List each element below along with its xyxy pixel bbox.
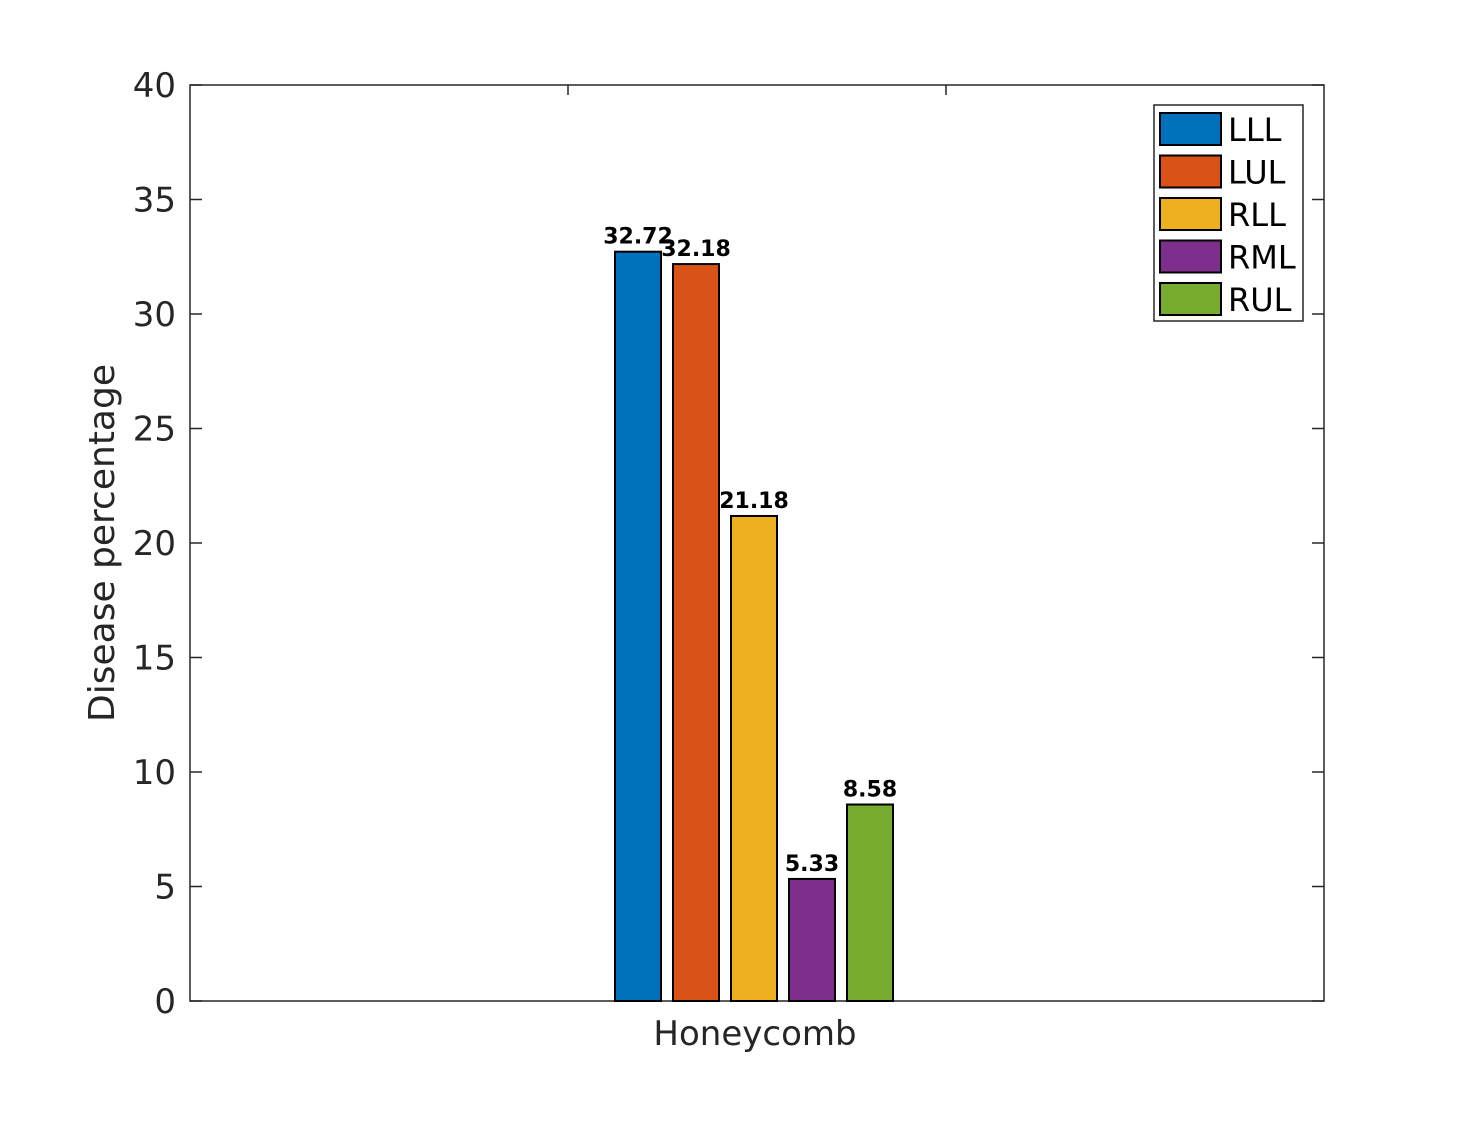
data-label-lll: 32.72 <box>603 225 673 250</box>
y-tick-label: 15 <box>133 639 176 679</box>
data-label-rll: 21.18 <box>719 489 789 514</box>
y-tick-label: 40 <box>133 66 176 106</box>
y-tick-label: 5 <box>154 868 176 908</box>
legend-swatch-rul <box>1159 282 1222 316</box>
legend-label-lll: LLL <box>1228 111 1282 149</box>
y-tick-label: 20 <box>133 524 176 564</box>
legend-label-rml: RML <box>1228 239 1296 277</box>
data-label-lul: 32.18 <box>661 237 731 262</box>
y-axis-title: Disease percentage <box>82 364 123 722</box>
legend-label-rul: RUL <box>1228 281 1292 319</box>
legend-swatch-lll <box>1159 112 1222 146</box>
y-axis: 0 5 10 15 20 25 30 35 40 <box>133 66 1324 1022</box>
legend-label-rll: RLL <box>1228 196 1286 234</box>
legend-label-lul: LUL <box>1228 154 1286 192</box>
legend-swatch-lul <box>1159 154 1222 189</box>
data-label-rml: 5.33 <box>785 852 839 877</box>
y-tick-label: 35 <box>133 181 176 221</box>
legend-swatch-rml <box>1159 239 1222 274</box>
bar-rll <box>730 514 778 1003</box>
bar-series <box>614 250 894 1003</box>
bar-rml <box>788 877 836 1002</box>
x-tick-label: Honeycomb <box>653 1014 856 1054</box>
y-tick-label: 30 <box>133 295 176 335</box>
data-label-rul: 8.58 <box>843 778 897 803</box>
bar-lll <box>614 250 662 1003</box>
y-tick-label: 25 <box>133 410 176 450</box>
y-tick-label: 0 <box>154 982 176 1022</box>
legend-swatch-rll <box>1159 197 1222 231</box>
bar-rul <box>846 803 894 1002</box>
bar-lul <box>672 263 720 1002</box>
y-tick-label: 10 <box>133 753 176 793</box>
legend: LLL LUL RLL RML RUL <box>1153 104 1304 322</box>
